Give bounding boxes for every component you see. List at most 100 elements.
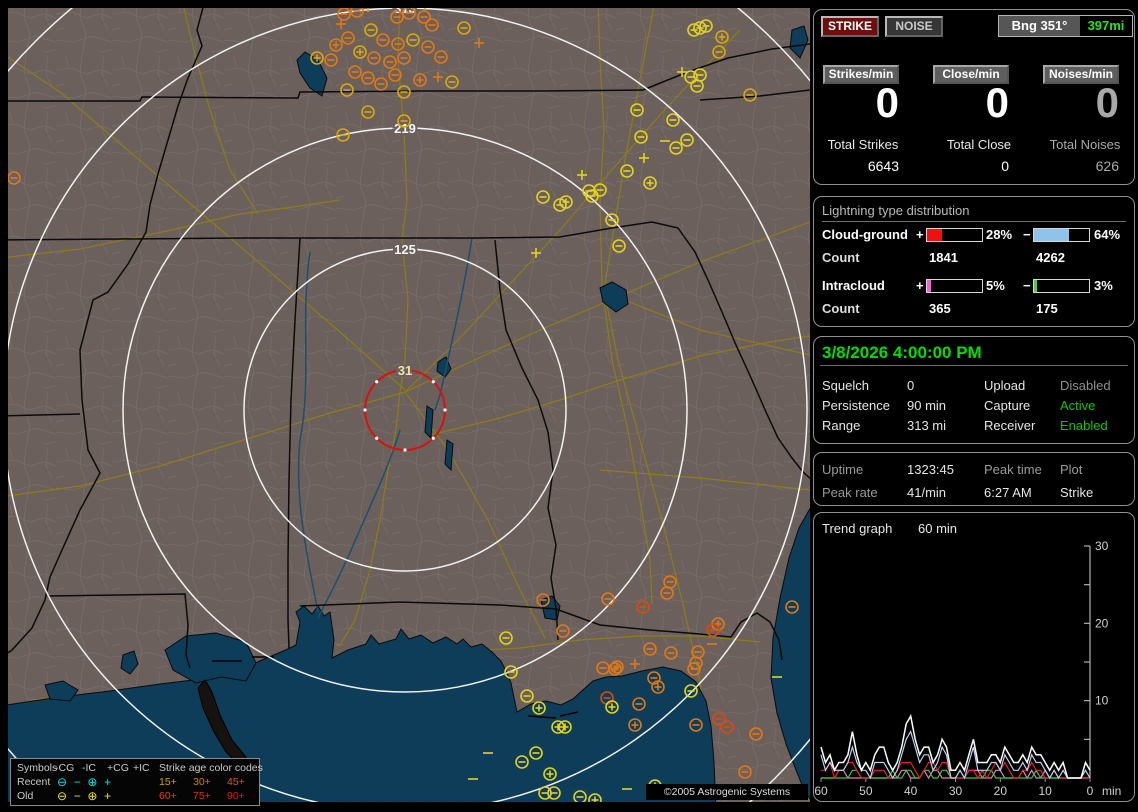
ic-minus-pct: 3%: [1094, 278, 1113, 293]
datetime-display: 3/8/2026 4:00:00 PM: [822, 343, 982, 362]
legend-age-90: 90+: [227, 790, 245, 802]
minus-sign: −: [1023, 278, 1031, 293]
map-canvas: 313 219 125 31: [8, 8, 810, 802]
lightning-map[interactable]: 313 219 125 31 Symbols -CG -IC +CG +IC Stri…: [8, 8, 810, 806]
svg-text:219: 219: [394, 121, 416, 136]
legend-age-15: 15+: [159, 776, 177, 788]
distribution-panel: Lightning type distribution Cloud-ground…: [813, 196, 1135, 327]
legend-col-neg-ic: -IC: [82, 762, 96, 774]
legend-symbols-header: Symbols: [17, 762, 58, 774]
total-close-label: Total Close: [946, 137, 1012, 152]
range-label: Range: [822, 418, 861, 433]
status-panel: 3/8/2026 4:00:00 PM Squelch 0 Upload Dis…: [813, 336, 1135, 444]
state-borders: [8, 8, 810, 669]
svg-text:0: 0: [1087, 784, 1094, 798]
strikes-per-min-button[interactable]: Strikes/min: [823, 65, 899, 84]
svg-text:125: 125: [394, 242, 416, 257]
close-per-min-button[interactable]: Close/min: [933, 65, 1009, 84]
ic-plus-count: 365: [929, 301, 951, 316]
legend-old-symbols: ⊖ − ⊕ +: [57, 789, 112, 803]
copyright-text: ©2005 Astrogenic Systems: [646, 784, 808, 800]
svg-text:20: 20: [1095, 616, 1109, 630]
symbol-legend: Symbols -CG -IC +CG +IC Strike age color…: [10, 758, 263, 806]
receiver-status: Enabled: [1060, 418, 1108, 433]
cg-minus-count: 4262: [1036, 250, 1065, 265]
svg-text:10: 10: [1038, 784, 1052, 798]
legend-col-neg-cg: -CG: [55, 762, 75, 774]
cg-count-label: Count: [822, 250, 860, 265]
plus-sign: +: [916, 227, 924, 242]
svg-text:30: 30: [1095, 539, 1109, 553]
peak-rate-label: Peak rate: [822, 485, 878, 500]
squelch-label: Squelch: [822, 378, 869, 393]
legend-col-pos-cg: +CG: [107, 762, 129, 774]
total-noises-value: 626: [1095, 158, 1119, 174]
strike-symbols: [8, 8, 799, 802]
intracloud-label: Intracloud: [822, 278, 885, 293]
plot-mode-value: Strike: [1060, 485, 1094, 500]
distribution-title: Lightning type distribution: [822, 203, 1126, 222]
upload-label: Upload: [984, 378, 1026, 393]
peak-time-label: Peak time: [984, 462, 1042, 477]
legend-age-header: Strike age color codes: [159, 762, 263, 774]
strike-button[interactable]: STRIKE: [821, 16, 879, 37]
ic-plus-bar: [926, 279, 983, 293]
noises-per-min-value: 0: [1095, 79, 1119, 126]
ic-minus-count: 175: [1036, 301, 1058, 316]
receiver-label: Receiver: [984, 418, 1036, 433]
legend-age-30: 30+: [193, 776, 211, 788]
upload-status: Disabled: [1060, 378, 1111, 393]
capture-status: Active: [1060, 398, 1096, 413]
total-noises-label: Total Noises: [1049, 137, 1121, 152]
persistence-value: 90 min: [907, 398, 947, 413]
plus-sign: +: [916, 278, 924, 293]
ic-plus-pct: 5%: [986, 278, 1005, 293]
barrier-islands: [212, 656, 579, 719]
range-setting-value: 313 mi: [907, 418, 947, 433]
session-panel: Uptime 1323:45 Peak time Plot Peak rate …: [813, 452, 1135, 506]
bearing-value: Bng 351°: [999, 16, 1080, 36]
bearing-readout: Bng 351° 397mi: [998, 15, 1133, 37]
legend-col-pos-ic: +IC: [133, 762, 150, 774]
total-close-value: 0: [1001, 158, 1009, 174]
legend-age-75: 75+: [193, 790, 211, 802]
svg-text:10: 10: [1095, 694, 1109, 708]
strikes-per-min-value: 0: [875, 79, 899, 126]
uptime-label: Uptime: [822, 462, 864, 477]
legend-row-label: Old: [17, 790, 34, 802]
legend-row-label: Recent: [17, 776, 51, 788]
peak-time-value: 6:27 AM: [984, 485, 1032, 500]
trend-graph-label: Trend graph: [822, 521, 893, 536]
svg-text:min: min: [1102, 784, 1121, 798]
cg-plus-count: 1841: [929, 250, 958, 265]
svg-text:40: 40: [904, 784, 918, 798]
cloud-ground-label: Cloud-ground: [822, 227, 908, 242]
total-strikes-value: 6643: [867, 158, 899, 174]
svg-text:20: 20: [994, 784, 1008, 798]
ic-count-label: Count: [822, 301, 860, 316]
total-strikes-label: Total Strikes: [827, 137, 899, 152]
range-rings: [8, 8, 810, 802]
counters-panel: STRIKE NOISE Bng 351° 397mi Strikes/min …: [813, 9, 1135, 185]
range-value: 397mi: [1080, 16, 1132, 36]
svg-text:50: 50: [859, 784, 873, 798]
close-per-min-value: 0: [985, 79, 1009, 126]
cg-minus-bar: [1033, 228, 1090, 242]
noise-button[interactable]: NOISE: [885, 16, 943, 37]
minus-sign: −: [1023, 227, 1031, 242]
peak-rate-value: 41/min: [907, 485, 947, 500]
cg-plus-bar: [926, 228, 983, 242]
separator: [820, 365, 1128, 366]
cg-minus-pct: 64%: [1094, 227, 1121, 242]
persistence-label: Persistence: [822, 398, 890, 413]
trend-chart: 10 20 30 60 50 40 30 20 10 0 min: [814, 539, 1121, 798]
uptime-value: 1323:45: [907, 462, 954, 477]
noises-per-min-button[interactable]: Noises/min: [1043, 65, 1119, 84]
svg-text:31: 31: [398, 363, 412, 378]
cg-plus-pct: 28%: [986, 227, 1013, 242]
legend-age-60: 60+: [159, 790, 177, 802]
svg-text:30: 30: [949, 784, 963, 798]
svg-text:60: 60: [814, 784, 828, 798]
trend-window-value: 60 min: [918, 521, 958, 536]
